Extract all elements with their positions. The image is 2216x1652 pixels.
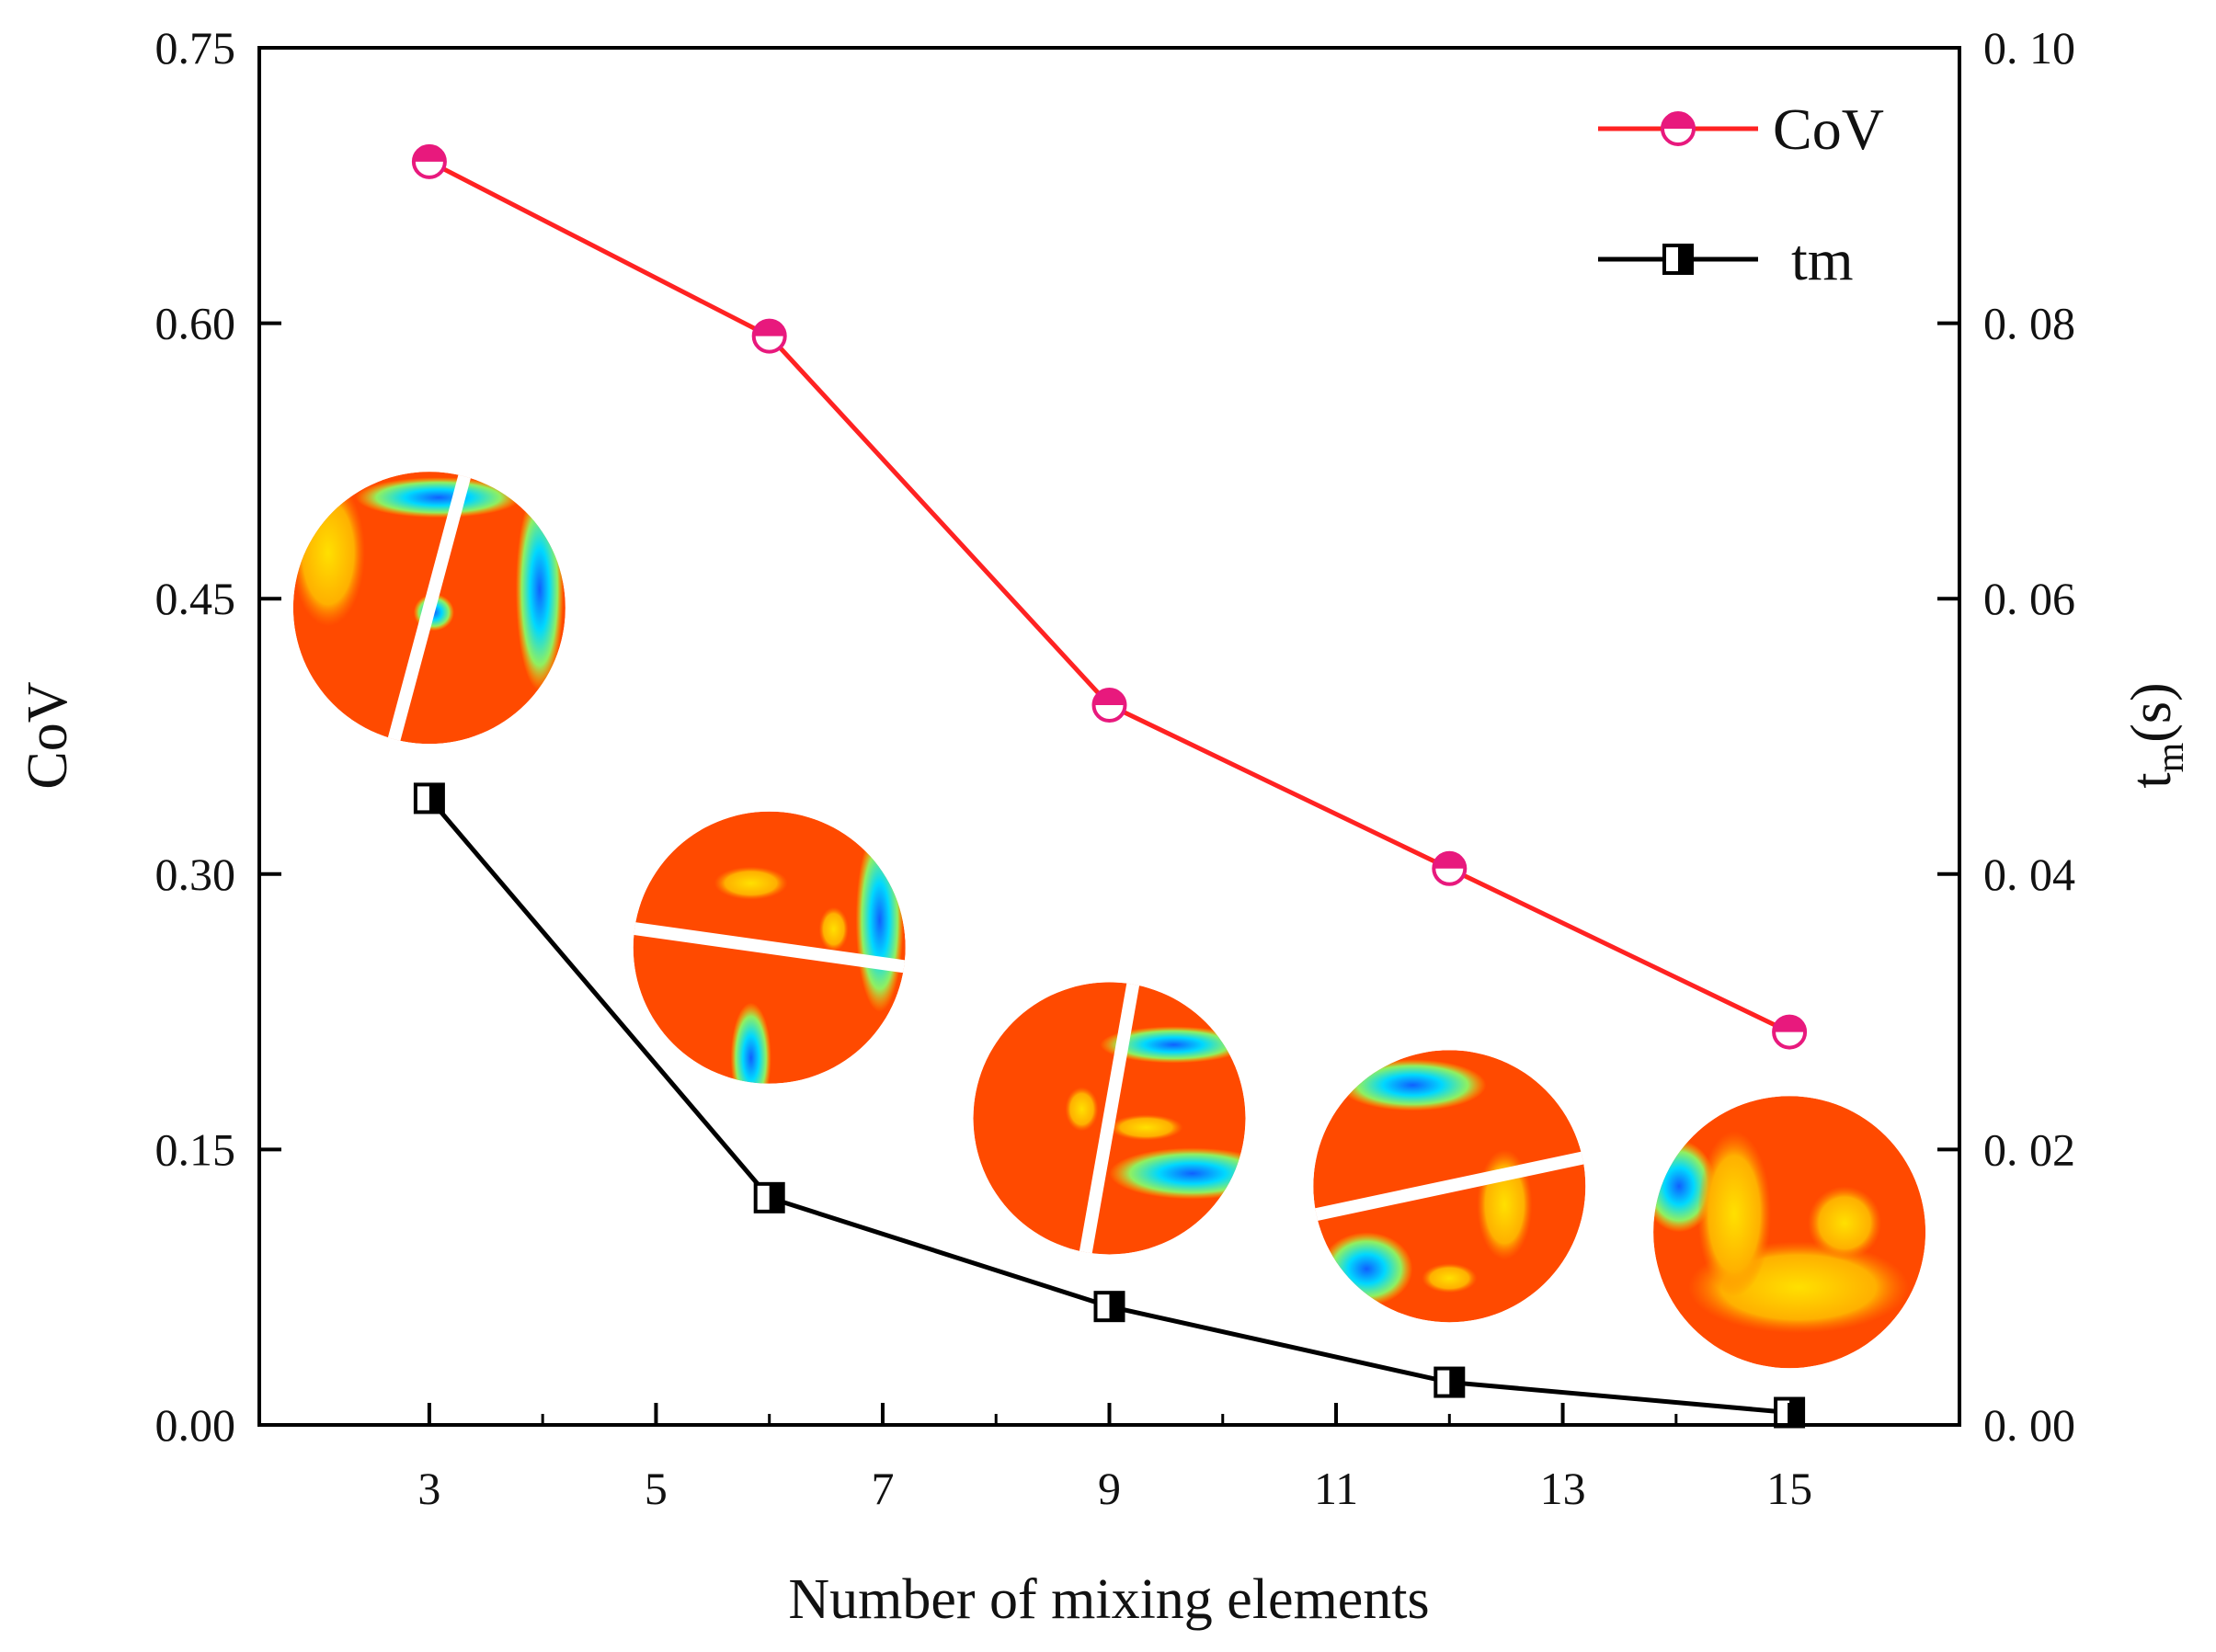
contour-blob xyxy=(1320,1232,1413,1306)
y-left-tick-label-0.15: 0.15 xyxy=(155,1123,236,1175)
y-left-tick-label-0.30: 0.30 xyxy=(155,849,236,900)
legend-tm-marker xyxy=(1662,244,1694,275)
contour-6 xyxy=(633,811,906,1084)
contour-cut xyxy=(1313,1149,1586,1224)
y-left-tick-label-0.00: 0.00 xyxy=(155,1399,236,1451)
contour-blob xyxy=(714,866,788,900)
x-tick-label-11: 11 xyxy=(1314,1463,1358,1514)
contour-blob xyxy=(1109,1114,1183,1141)
y-right-tick-label-0. 04: 0. 04 xyxy=(1983,849,2075,900)
y-right-title-unit: (s) xyxy=(2120,682,2183,742)
contour-blob xyxy=(1422,1263,1478,1293)
contour-blob xyxy=(1808,1186,1882,1260)
contour-cut xyxy=(1078,982,1141,1255)
contour-disc xyxy=(292,472,565,745)
y-right-tick-label-0. 06: 0. 06 xyxy=(1983,573,2075,624)
contour-3 xyxy=(292,472,565,745)
y-right-axis: 0. 00 0. 02 0. 04 0. 06 0. 08 0. 10 xyxy=(1937,22,2075,1451)
y-left-axis-title: CoV xyxy=(17,681,79,789)
series-layer xyxy=(411,143,1808,1429)
contour-blob xyxy=(1100,1026,1246,1064)
y-right-tick-label-0. 00: 0. 00 xyxy=(1983,1399,2075,1451)
x-tick-label-15: 15 xyxy=(1766,1463,1812,1514)
series-line-CoV xyxy=(428,159,1791,1034)
point-tm-3 xyxy=(413,782,445,815)
y-right-tick-label-0. 10: 0. 10 xyxy=(1983,22,2075,74)
point-tm-9 xyxy=(1093,1291,1125,1323)
point-tm-6 xyxy=(753,1181,785,1213)
legend-tm-label: tm xyxy=(1791,227,1854,292)
y-right-axis-title: tm(s) xyxy=(2120,682,2192,788)
y-right-tick-label-0. 02: 0. 02 xyxy=(1983,1123,2075,1175)
y-left-axis: 0.00 0.15 0.30 0.45 0.60 0.75 xyxy=(155,22,281,1451)
contour-disc xyxy=(973,982,1246,1255)
contour-disc xyxy=(1313,1050,1586,1323)
x-tick-label-9: 9 xyxy=(1098,1463,1121,1514)
x-tick-label-7: 7 xyxy=(871,1463,894,1514)
point-CoV-6 xyxy=(751,318,787,354)
legend-cov-label: CoV xyxy=(1773,97,1884,162)
contour-cut xyxy=(633,920,906,974)
contour-blob xyxy=(1065,1087,1099,1132)
point-tm-12 xyxy=(1434,1366,1466,1398)
point-CoV-15 xyxy=(1772,1014,1808,1050)
legend-cov-marker xyxy=(1661,111,1696,146)
contour-insets xyxy=(292,472,1926,1369)
contour-blob xyxy=(292,479,365,627)
contour-blob xyxy=(1339,1059,1487,1111)
point-CoV-9 xyxy=(1091,688,1127,723)
x-tick-label-5: 5 xyxy=(645,1463,668,1514)
y-right-tick-label-0. 08: 0. 08 xyxy=(1983,298,2075,349)
x-tick-label-3: 3 xyxy=(417,1463,440,1514)
contour-blob xyxy=(1109,1147,1246,1200)
contour-blob xyxy=(515,488,564,691)
contour-blob xyxy=(818,906,849,951)
contour-disc xyxy=(1653,1096,1926,1369)
contour-disc xyxy=(633,811,906,1084)
contour-12 xyxy=(1313,1050,1586,1323)
contour-15 xyxy=(1653,1096,1926,1369)
contour-9 xyxy=(973,982,1246,1255)
x-tick-label-13: 13 xyxy=(1540,1463,1586,1514)
y-left-tick-label-0.60: 0.60 xyxy=(155,298,236,349)
contour-cut xyxy=(385,472,474,745)
y-left-tick-label-0.75: 0.75 xyxy=(155,22,236,74)
y-right-title-main: t xyxy=(2120,772,2183,788)
contour-blob xyxy=(355,477,521,518)
x-axis: 3 5 7 9 11 13 15 xyxy=(417,1403,1812,1514)
y-right-title-sub: m xyxy=(2150,742,2192,772)
legend: CoV tm xyxy=(1598,97,1884,292)
y-left-tick-label-0.45: 0.45 xyxy=(155,573,236,624)
point-CoV-3 xyxy=(411,143,447,179)
contour-blob xyxy=(730,1002,771,1084)
point-CoV-12 xyxy=(1432,850,1468,886)
contour-blob xyxy=(1697,1131,1772,1297)
x-axis-title: Number of mixing elements xyxy=(788,1568,1429,1631)
contour-blob xyxy=(855,827,904,1012)
